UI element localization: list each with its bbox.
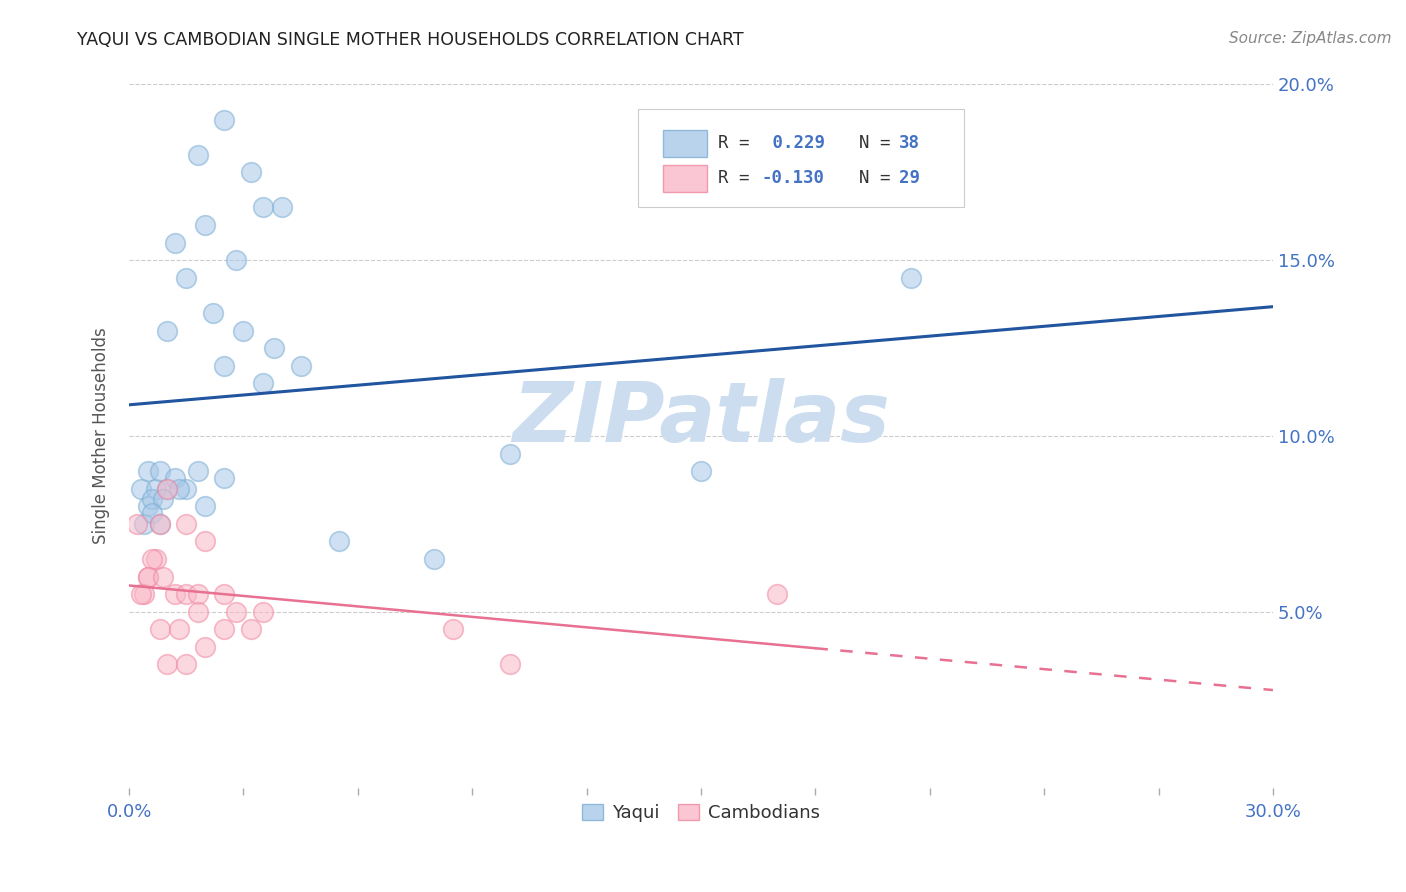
Point xyxy=(499,446,522,460)
Text: 29: 29 xyxy=(898,169,920,187)
Text: N =: N = xyxy=(838,134,901,152)
Point xyxy=(136,464,159,478)
Point xyxy=(252,201,274,215)
Point xyxy=(156,482,179,496)
Point xyxy=(225,253,247,268)
Text: Source: ZipAtlas.com: Source: ZipAtlas.com xyxy=(1229,31,1392,46)
Text: YAQUI VS CAMBODIAN SINGLE MOTHER HOUSEHOLDS CORRELATION CHART: YAQUI VS CAMBODIAN SINGLE MOTHER HOUSEHO… xyxy=(77,31,744,49)
Point xyxy=(194,500,217,514)
Point xyxy=(125,516,148,531)
Point xyxy=(187,464,209,478)
Point xyxy=(149,516,172,531)
Text: 0.229: 0.229 xyxy=(762,134,824,152)
Point xyxy=(136,569,159,583)
Point xyxy=(174,270,197,285)
Point xyxy=(194,534,217,549)
Point xyxy=(270,201,292,215)
Point xyxy=(152,569,174,583)
Point xyxy=(163,471,186,485)
Point xyxy=(214,112,236,127)
Point xyxy=(225,605,247,619)
Point xyxy=(145,482,167,496)
Text: -0.130: -0.130 xyxy=(762,169,824,187)
Point xyxy=(690,464,713,478)
Point xyxy=(141,552,163,566)
Point xyxy=(187,147,209,161)
Point xyxy=(136,500,159,514)
Point xyxy=(252,376,274,391)
Point xyxy=(163,235,186,250)
Point xyxy=(156,657,179,672)
Point xyxy=(145,552,167,566)
Point xyxy=(441,623,464,637)
Point xyxy=(174,657,197,672)
Point xyxy=(149,516,172,531)
Point xyxy=(252,605,274,619)
Point xyxy=(134,516,156,531)
FancyBboxPatch shape xyxy=(638,109,965,208)
Point xyxy=(149,623,172,637)
Point xyxy=(134,587,156,601)
Point xyxy=(149,464,172,478)
Point xyxy=(187,587,209,601)
Legend: Yaqui, Cambodians: Yaqui, Cambodians xyxy=(574,797,828,829)
Point xyxy=(187,605,209,619)
Point xyxy=(152,492,174,507)
Point xyxy=(214,471,236,485)
Point xyxy=(214,359,236,373)
FancyBboxPatch shape xyxy=(664,165,707,192)
Point xyxy=(174,587,197,601)
Point xyxy=(263,341,285,355)
Point xyxy=(136,569,159,583)
Point xyxy=(201,306,224,320)
Point xyxy=(766,587,789,601)
Point xyxy=(214,587,236,601)
Text: 38: 38 xyxy=(898,134,920,152)
Text: N =: N = xyxy=(838,169,901,187)
Point xyxy=(174,516,197,531)
Point xyxy=(163,587,186,601)
Text: R =: R = xyxy=(718,169,761,187)
Point xyxy=(499,657,522,672)
Point xyxy=(290,359,312,373)
Point xyxy=(167,482,190,496)
Point xyxy=(328,534,350,549)
Point xyxy=(156,482,179,496)
Point xyxy=(423,552,446,566)
Point xyxy=(129,587,152,601)
Point xyxy=(240,623,263,637)
Point xyxy=(194,640,217,654)
Point xyxy=(232,324,254,338)
Text: ZIPatlas: ZIPatlas xyxy=(512,378,890,458)
Point xyxy=(156,324,179,338)
Point xyxy=(141,506,163,520)
Point xyxy=(194,218,217,232)
Point xyxy=(240,165,263,179)
Point xyxy=(174,482,197,496)
Point xyxy=(129,482,152,496)
Text: R =: R = xyxy=(718,134,761,152)
Point xyxy=(141,492,163,507)
Y-axis label: Single Mother Households: Single Mother Households xyxy=(93,327,110,544)
Point xyxy=(900,270,922,285)
Point xyxy=(214,623,236,637)
FancyBboxPatch shape xyxy=(664,130,707,157)
Point xyxy=(167,623,190,637)
